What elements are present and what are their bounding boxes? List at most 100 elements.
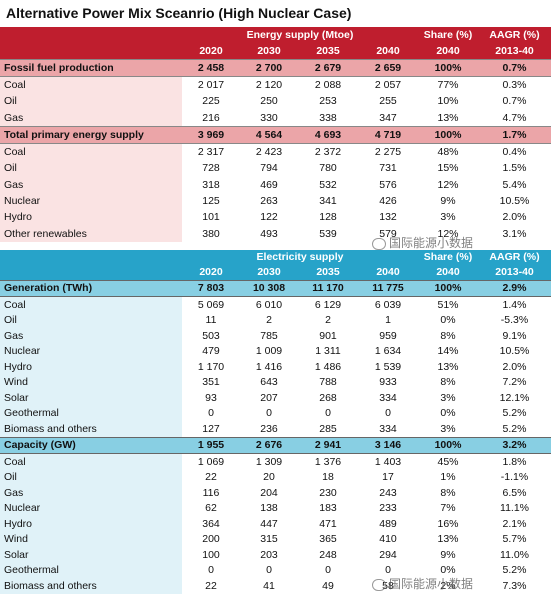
cell: 49 bbox=[322, 579, 334, 592]
item-row: Oil 225 250 253 255 10% 0.7% bbox=[0, 93, 551, 110]
item-row: Nuclear 62 138 183 233 7% 11.1% bbox=[0, 500, 551, 517]
aagr-header: AAGR (%) bbox=[478, 27, 551, 43]
electricity-table: Electricity supply Share (%) AAGR (%) 2020 2… bbox=[0, 249, 551, 594]
cell: 1.5% bbox=[502, 162, 527, 175]
cell: 334 bbox=[379, 422, 397, 435]
cell: 351 bbox=[202, 376, 220, 389]
cell: 1 376 bbox=[314, 455, 342, 468]
header-cell bbox=[0, 264, 182, 281]
cell: 471 bbox=[319, 517, 337, 530]
cell: 5.7% bbox=[502, 533, 527, 546]
cell: 236 bbox=[260, 422, 278, 435]
item-row: Biomass and others 22 41 49 58 2% 7.3% bbox=[0, 578, 551, 594]
cell: 41 bbox=[263, 579, 275, 592]
cell: 315 bbox=[260, 533, 278, 546]
cell: 347 bbox=[379, 111, 397, 124]
cell: 469 bbox=[260, 178, 278, 191]
cell: 132 bbox=[379, 211, 397, 224]
cell: 294 bbox=[379, 548, 397, 561]
cell: 2 676 bbox=[240, 436, 298, 455]
cell: 576 bbox=[379, 178, 397, 191]
row-label: Oil bbox=[0, 93, 182, 110]
cell: 100% bbox=[418, 125, 479, 144]
cell: 8% bbox=[440, 376, 456, 389]
cell: 2 659 bbox=[358, 59, 419, 77]
cell: 207 bbox=[260, 391, 278, 404]
cell: 0% bbox=[440, 314, 456, 327]
cell: 285 bbox=[319, 422, 337, 435]
cell: 200 bbox=[202, 533, 220, 546]
cell: 0.4% bbox=[502, 146, 527, 159]
row-label: Solar bbox=[0, 390, 182, 406]
cell: 10.5% bbox=[499, 194, 530, 207]
year-header: 2013-40 bbox=[478, 264, 551, 281]
cell: 13% bbox=[437, 533, 459, 546]
cell: 45% bbox=[437, 455, 459, 468]
cell: 10 308 bbox=[240, 279, 298, 298]
cell: 77% bbox=[437, 79, 459, 92]
cell: 7.3% bbox=[502, 579, 527, 592]
row-label: Coal bbox=[0, 296, 182, 313]
header-cell bbox=[0, 43, 182, 60]
cell: 22 bbox=[205, 579, 217, 592]
section-row: Fossil fuel production 2 458 2 700 2 679 2 6… bbox=[0, 59, 551, 77]
cell: 13% bbox=[437, 111, 459, 124]
cell: 2 700 bbox=[240, 59, 298, 77]
cell: 2 057 bbox=[374, 79, 402, 92]
header-row: 2020 2030 2035 2040 2040 2013-40 bbox=[0, 43, 551, 60]
header-row: Electricity supply Share (%) AAGR (%) bbox=[0, 249, 551, 265]
cell: 3.2% bbox=[478, 436, 551, 455]
row-label: Coal bbox=[0, 76, 182, 94]
header-row: Energy supply (Mtoe) Share (%) AAGR (%) bbox=[0, 27, 551, 43]
cell: 380 bbox=[202, 227, 220, 240]
item-row: Hydro 364 447 471 489 16% 2.1% bbox=[0, 516, 551, 532]
cell: 0.7% bbox=[502, 95, 527, 108]
row-label: Gas bbox=[0, 109, 182, 127]
cell: 7% bbox=[440, 502, 456, 515]
cell: 3 969 bbox=[182, 125, 240, 144]
cell: 532 bbox=[319, 178, 337, 191]
watermark-text: 国际能源小数据 bbox=[389, 577, 474, 591]
cell: 447 bbox=[260, 517, 278, 530]
cell: 794 bbox=[260, 162, 278, 175]
item-row: Nuclear 479 1 009 1 311 1 634 14% 10.5% bbox=[0, 343, 551, 360]
aagr-header: AAGR (%) bbox=[478, 249, 551, 265]
cell: 2 458 bbox=[182, 59, 240, 77]
cell: 9% bbox=[440, 194, 456, 207]
cell: 728 bbox=[202, 162, 220, 175]
cell: 225 bbox=[202, 95, 220, 108]
year-header: 2013-40 bbox=[478, 43, 551, 60]
item-row: Hydro 1 170 1 416 1 486 1 539 13% 2.0% bbox=[0, 359, 551, 375]
cell: 100% bbox=[418, 279, 479, 298]
cell: 1 416 bbox=[255, 360, 283, 373]
cell: 1.8% bbox=[502, 455, 527, 468]
cell: 5.2% bbox=[502, 407, 527, 420]
cell: 101 bbox=[202, 211, 220, 224]
cell: 6 010 bbox=[255, 298, 283, 311]
cell: 20 bbox=[263, 471, 275, 484]
row-label: Nuclear bbox=[0, 192, 182, 210]
cell: 100% bbox=[418, 59, 479, 77]
cell: 1 170 bbox=[197, 360, 225, 373]
row-label: Coal bbox=[0, 453, 182, 470]
cell: 5.4% bbox=[502, 178, 527, 191]
year-header: 2040 bbox=[418, 264, 479, 281]
cell: 11 170 bbox=[298, 279, 358, 298]
cell: 243 bbox=[379, 486, 397, 499]
item-row: Hydro 101 122 128 132 3% 2.0% bbox=[0, 209, 551, 226]
year-header: 2020 bbox=[182, 43, 240, 60]
cell: 8% bbox=[440, 486, 456, 499]
cell: 263 bbox=[260, 194, 278, 207]
cell: 2 bbox=[266, 314, 272, 327]
cell: 1% bbox=[440, 471, 456, 484]
cell: 2.1% bbox=[502, 517, 527, 530]
cell: 493 bbox=[260, 227, 278, 240]
cell: 11 775 bbox=[358, 279, 419, 298]
watermark: 国际能源小数据 bbox=[372, 234, 473, 251]
cell: 1 309 bbox=[255, 455, 283, 468]
cell: 2 017 bbox=[197, 79, 225, 92]
title: Alternative Power Mix Sceanrio (High Nuc… bbox=[6, 5, 352, 21]
cell: 100% bbox=[418, 436, 479, 455]
cell: 318 bbox=[202, 178, 220, 191]
cell: 14% bbox=[437, 345, 459, 358]
